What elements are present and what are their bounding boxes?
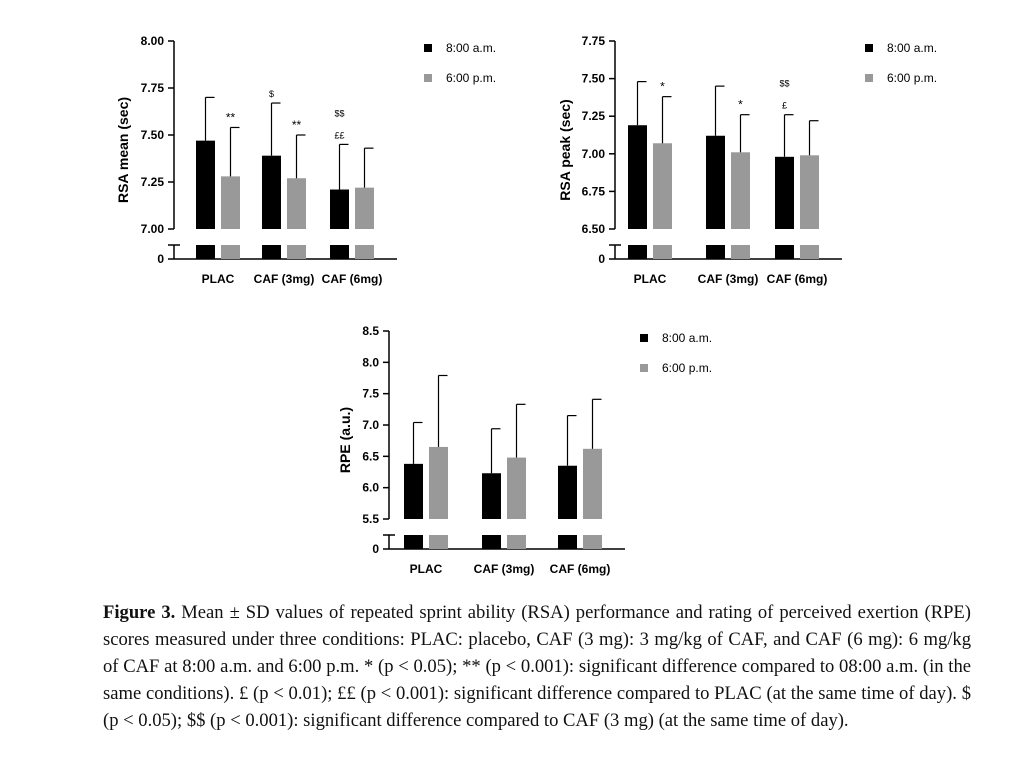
chart1-bar-am xyxy=(262,155,281,229)
chart2-y-tick-label: 7.75 xyxy=(582,34,606,48)
chart2-significance-mark: * xyxy=(660,80,665,94)
chart2-bar-am xyxy=(775,156,794,229)
chart3-bar-am xyxy=(482,473,501,519)
chart2-bar-pm xyxy=(800,155,819,229)
figure-caption: Figure 3. Mean ± SD values of repeated s… xyxy=(103,599,971,734)
chart3-y-tick-label: 8.5 xyxy=(362,324,379,338)
chart1-bar-pm xyxy=(355,187,374,229)
chart2-zero-label: 0 xyxy=(598,252,605,266)
chart3-y-tick-label: 7.0 xyxy=(362,418,379,432)
chart1-bar-pm xyxy=(287,178,306,229)
chart3-bar-base-pm xyxy=(507,535,526,549)
chart3-bar-pm xyxy=(583,448,602,519)
chart2-significance-mark: $$ xyxy=(779,79,789,89)
chart3-legend-swatch xyxy=(640,364,648,372)
chart2-bar-base-pm xyxy=(653,245,672,259)
chart1-bar-base-pm xyxy=(221,245,240,259)
chart2-bar-am xyxy=(628,125,647,229)
chart3-legend-swatch xyxy=(640,334,648,342)
chart2-y-tick-label: 7.00 xyxy=(582,147,606,161)
chart3-y-tick-label: 5.5 xyxy=(362,512,379,526)
chart1-legend-swatch xyxy=(424,44,432,52)
chart3-bar-base-am xyxy=(558,535,577,549)
chart2-bar-base-am xyxy=(775,245,794,259)
chart3-y-tick-label: 6.0 xyxy=(362,481,379,495)
chart3-x-category-label: CAF (3mg) xyxy=(474,562,535,576)
chart2-x-category-label: CAF (3mg) xyxy=(698,272,759,286)
chart2-legend-label: 8:00 a.m. xyxy=(887,41,937,55)
chart1-legend-swatch xyxy=(424,74,432,82)
chart3-x-category-label: PLAC xyxy=(410,562,443,576)
chart1-y-axis-label: RSA mean (sec) xyxy=(115,97,131,203)
chart2-y-tick-label: 6.75 xyxy=(582,184,606,198)
chart3-bar-am xyxy=(404,463,423,519)
chart3-zero-label: 0 xyxy=(372,542,379,556)
chart1-y-tick-label: 7.25 xyxy=(141,175,165,189)
chart2-y-axis-label: RSA peak (sec) xyxy=(557,99,573,200)
chart2-bar-am xyxy=(706,135,725,229)
chart3-y-tick-label: 8.0 xyxy=(362,355,379,369)
chart2-x-category-label: PLAC xyxy=(634,272,667,286)
chart1-x-category-label: CAF (6mg) xyxy=(322,272,383,286)
chart1-y-tick-label: 8.00 xyxy=(141,34,165,48)
chart2-legend-label: 6:00 p.m. xyxy=(887,71,937,85)
chart2-bar-pm xyxy=(653,143,672,229)
chart3-bar-base-pm xyxy=(583,535,602,549)
chart3-legend-label: 8:00 a.m. xyxy=(662,331,712,345)
chart1-bar-am xyxy=(196,140,215,229)
caption-text: Mean ± SD values of repeated sprint abil… xyxy=(103,602,971,731)
chart1-x-category-label: CAF (3mg) xyxy=(254,272,315,286)
chart1-significance-mark: ** xyxy=(292,118,302,132)
chart1-significance-mark: $ xyxy=(269,89,274,99)
chart2-bar-base-am xyxy=(628,245,647,259)
chart2-x-category-label: CAF (6mg) xyxy=(767,272,828,286)
chart2-y-tick-label: 6.50 xyxy=(582,222,606,236)
chart3-y-tick-label: 7.5 xyxy=(362,387,379,401)
chart1-legend-label: 6:00 p.m. xyxy=(446,71,496,85)
chart1-bar-base-am xyxy=(330,245,349,259)
chart2-bar-pm xyxy=(731,152,750,229)
chart1-bar-am xyxy=(330,189,349,229)
chart3-y-tick-label: 6.5 xyxy=(362,449,379,463)
chart1-x-category-label: PLAC xyxy=(202,272,235,286)
chart3-bar-pm xyxy=(507,457,526,519)
caption-label: Figure 3. xyxy=(103,602,176,623)
chart1-bar-base-pm xyxy=(355,245,374,259)
chart2-significance-mark: * xyxy=(738,98,743,112)
chart1-significance-mark: ££ xyxy=(334,130,344,140)
chart2-bar-base-pm xyxy=(800,245,819,259)
chart3-bar-pm xyxy=(429,446,448,519)
chart1-legend-label: 8:00 a.m. xyxy=(446,41,496,55)
chart1-bar-base-am xyxy=(262,245,281,259)
chart1-y-tick-label: 7.75 xyxy=(141,81,165,95)
chart3-bar-base-am xyxy=(404,535,423,549)
chart2-bar-base-pm xyxy=(731,245,750,259)
chart1-bar-base-am xyxy=(196,245,215,259)
chart3-y-axis-label: RPE (a.u.) xyxy=(337,407,353,473)
chart3-legend-label: 6:00 p.m. xyxy=(662,361,712,375)
chart1-zero-label: 0 xyxy=(157,252,164,266)
chart1-bar-base-pm xyxy=(287,245,306,259)
chart1-bar-pm xyxy=(221,176,240,229)
chart3-bar-base-am xyxy=(482,535,501,549)
chart3-x-category-label: CAF (6mg) xyxy=(550,562,611,576)
chart1-y-tick-label: 7.50 xyxy=(141,128,165,142)
chart3-bar-am xyxy=(558,465,577,519)
chart2-y-tick-label: 7.50 xyxy=(582,72,606,86)
chart2-y-tick-label: 7.25 xyxy=(582,109,606,123)
chart2-legend-swatch xyxy=(865,74,873,82)
chart1-significance-mark: $$ xyxy=(334,108,344,118)
chart2-significance-mark: £ xyxy=(782,101,787,111)
chart3-bar-base-pm xyxy=(429,535,448,549)
chart2-bar-base-am xyxy=(706,245,725,259)
chart1-significance-mark: ** xyxy=(226,110,236,124)
chart2-legend-swatch xyxy=(865,44,873,52)
chart1-y-tick-label: 7.00 xyxy=(141,222,165,236)
